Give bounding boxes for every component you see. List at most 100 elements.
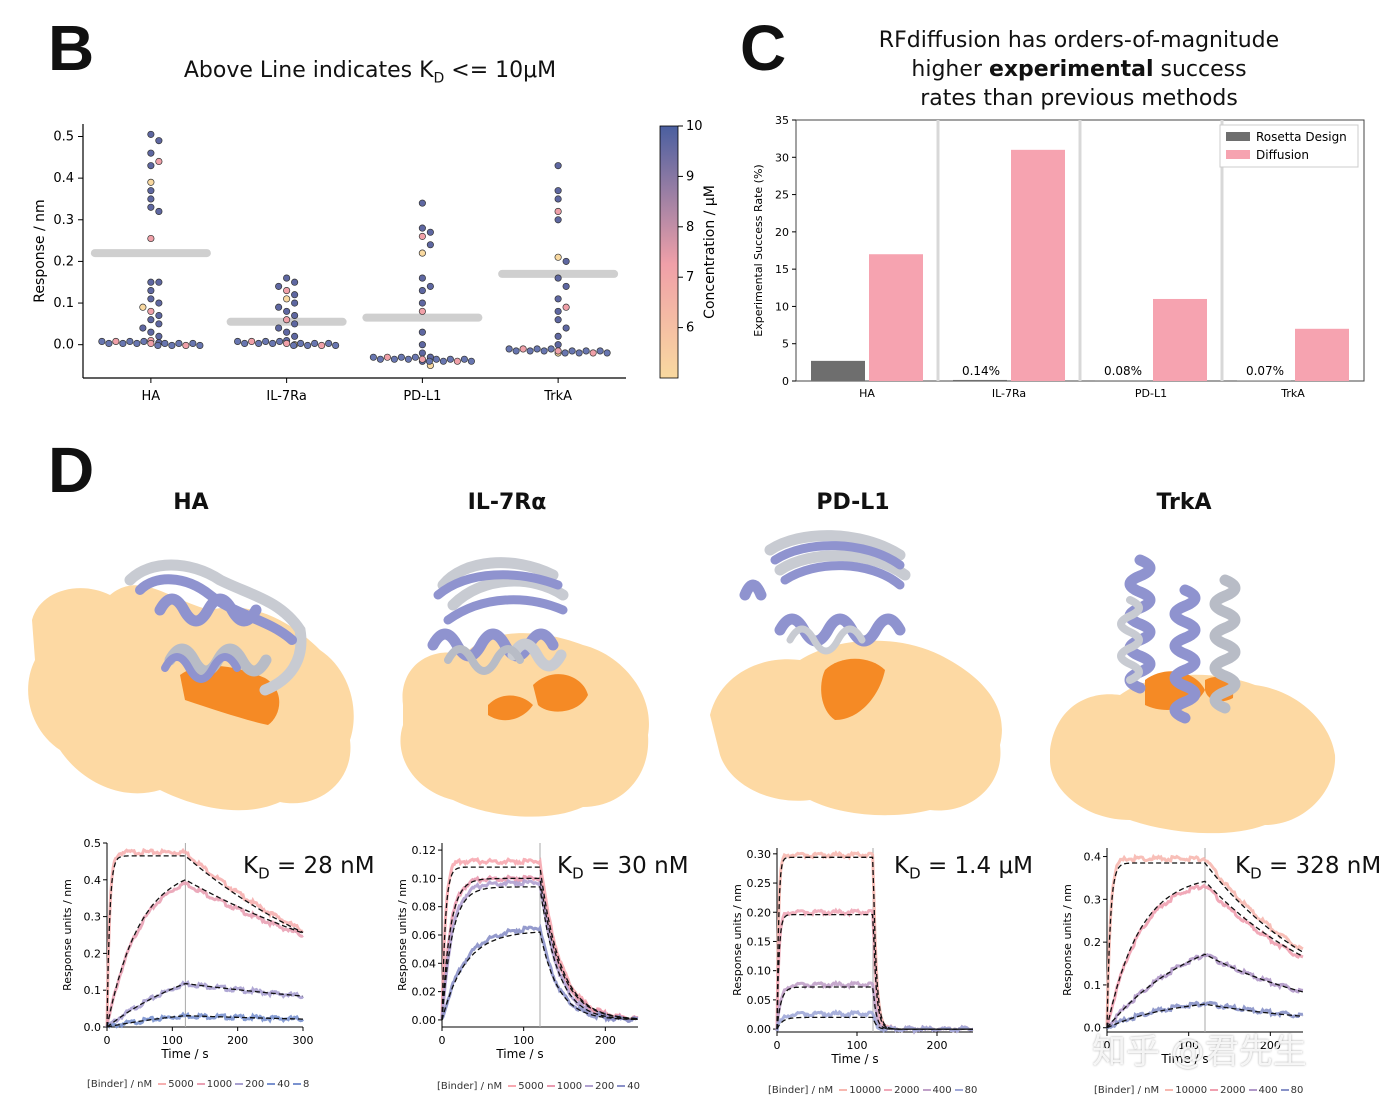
b-scatter-point <box>426 228 434 236</box>
kin-x-tick-label: 0 <box>1104 1039 1111 1052</box>
kin-y-axis-label: Response units / nm <box>396 879 409 991</box>
kin-fit-curve <box>441 886 638 1020</box>
kinetics-legend-conc: 5000 <box>518 1081 544 1092</box>
kin-data-trace <box>1105 853 1304 1026</box>
b-scatter-point <box>283 307 291 315</box>
kin-y-tick-label: 0.25 <box>747 877 772 890</box>
c-legend-swatch <box>1226 132 1250 141</box>
b-scatter-point <box>390 355 398 363</box>
kin-y-tick-label: 0.08 <box>412 901 437 914</box>
panel-c-title-line1: RFdiffusion has orders-of-magnitude <box>878 28 1280 53</box>
kinetics-chart-trka: 0.0 0.1 0.2 0.3 0.4 0 100 200 Time / s Response u… <box>1061 848 1304 1066</box>
b-scatter-point <box>582 347 590 355</box>
kin-y-axis-label: Response units / nm <box>61 879 74 991</box>
c-bar-diffusion <box>1295 328 1349 381</box>
c-y-tick-label: 20 <box>775 226 789 239</box>
b-scatter-point <box>304 341 312 349</box>
b-scatter-point <box>147 187 155 195</box>
b-scatter-point <box>589 349 597 357</box>
kin-x-tick-label: 300 <box>293 1034 314 1047</box>
c-x-tick-label: IL-7Ra <box>992 387 1026 400</box>
b-scatter-point <box>275 324 283 332</box>
b-scatter-point <box>291 320 299 328</box>
b-colorbar-tick-label: 6 <box>686 321 694 336</box>
kd-label-pdl1-sub: D <box>909 864 921 883</box>
kin-data-trace <box>105 980 305 1028</box>
kin-data-trace <box>105 847 304 1028</box>
kinetics-legend-swatch <box>293 1083 301 1085</box>
b-scatter-point <box>291 278 299 286</box>
b-scatter-point <box>139 303 147 311</box>
b-scatter-point <box>155 137 163 145</box>
structure-title-il7ra: IL-7Rα <box>467 490 547 515</box>
kin-data-trace <box>1105 1000 1304 1030</box>
c-bar-rosetta <box>953 379 1007 381</box>
b-scatter-point <box>439 357 447 365</box>
b-scatter-point <box>418 328 426 336</box>
c-y-tick-label: 10 <box>775 300 789 313</box>
kin-x-tick-label: 0 <box>774 1039 781 1052</box>
kd-label-pdl1: KD = 1.4 μM <box>894 853 1033 883</box>
kin-x-tick-label: 100 <box>847 1039 868 1052</box>
kinetics-legend-title: [Binder] / nM <box>1094 1085 1163 1096</box>
kin-y-axis-label: Response units / nm <box>1061 884 1074 996</box>
kinetics-chart-il7ra: 0.00 0.02 0.04 0.06 0.08 0.10 0.12 0 100 200 Time … <box>396 843 639 1061</box>
kinetics-legend-conc: 10000 <box>849 1085 882 1096</box>
c-x-tick-label: TrkA <box>1280 387 1305 400</box>
b-scatter-point <box>147 339 155 347</box>
kinetics-legend-swatch <box>1248 1089 1257 1091</box>
b-scatter-point <box>432 355 440 363</box>
b-scatter-point <box>562 324 570 332</box>
kinetics-legend-title: [Binder] / nM <box>768 1085 837 1096</box>
kinetics-legend-conc: 10000 <box>1175 1085 1208 1096</box>
kd-label-ha-prefix: K <box>243 853 259 879</box>
watermark-text: 知乎 @君先生 <box>1092 1032 1307 1072</box>
kin-y-tick-label: 0.04 <box>412 957 437 970</box>
b-scatter-point <box>418 274 426 282</box>
b-scatter-point <box>276 337 284 345</box>
b-scatter-point <box>311 339 319 347</box>
kd-label-ha: KD = 28 nM <box>243 853 375 883</box>
b-scatter-point <box>505 345 513 353</box>
b-scatter-point <box>547 345 555 353</box>
c-y-tick-label: 35 <box>775 114 789 127</box>
kin-fit-curve <box>1106 862 1304 1028</box>
structure-title-trka: TrkA <box>1156 490 1212 515</box>
kinetics-legend-il7ra: [Binder] / nM 5000 1000 200 40 <box>437 1081 640 1092</box>
b-scatter-point <box>155 157 163 166</box>
c-y-tick-label: 5 <box>782 338 789 351</box>
kinetics-legend-swatch <box>922 1089 931 1091</box>
b-y-tick-label: 0.1 <box>53 296 74 311</box>
b-scatter-point <box>147 178 155 186</box>
kin-fit-curve <box>1106 1003 1304 1029</box>
b-scatter-point <box>575 349 583 357</box>
kd-label-trka-prefix: K <box>1235 853 1251 879</box>
kinetics-legend-conc: 40 <box>627 1081 640 1092</box>
kin-fit-curve <box>1106 953 1304 1029</box>
b-scatter-point <box>533 345 541 353</box>
b-scatter-point <box>603 349 611 357</box>
panel-c-title-line2-c: success <box>1153 57 1247 82</box>
panel-b-title-sub: D <box>433 70 445 87</box>
panel-c-title-line2-bold: experimental <box>988 57 1154 82</box>
b-scatter-point <box>98 337 106 345</box>
b-y-tick-label: 0.0 <box>53 338 74 353</box>
panel-b-title-prefix: Above Line indicates K <box>183 58 434 83</box>
kd-label-il7ra-value: = 30 nM <box>583 853 689 879</box>
kinetics-legend-conc: 200 <box>245 1079 265 1090</box>
b-colorbar-tick-label: 10 <box>686 119 703 134</box>
kin-data-trace <box>105 879 304 1028</box>
kinetics-legend-swatch <box>196 1083 205 1085</box>
b-scatter-point <box>248 337 256 345</box>
b-scatter-point <box>397 353 405 361</box>
b-scatter-point <box>147 295 155 303</box>
b-scatter-point <box>161 339 169 347</box>
kin-y-tick-label: 0.4 <box>84 874 102 887</box>
b-scatter-point <box>283 287 291 295</box>
c-x-tick-label: HA <box>859 387 875 400</box>
structure-image-trka <box>1050 554 1336 834</box>
b-scatter-point <box>291 291 299 299</box>
kin-fit-curve <box>776 1016 973 1030</box>
panel-c-title-line2: higher experimental success <box>840 55 1318 84</box>
b-scatter-point <box>189 339 197 347</box>
